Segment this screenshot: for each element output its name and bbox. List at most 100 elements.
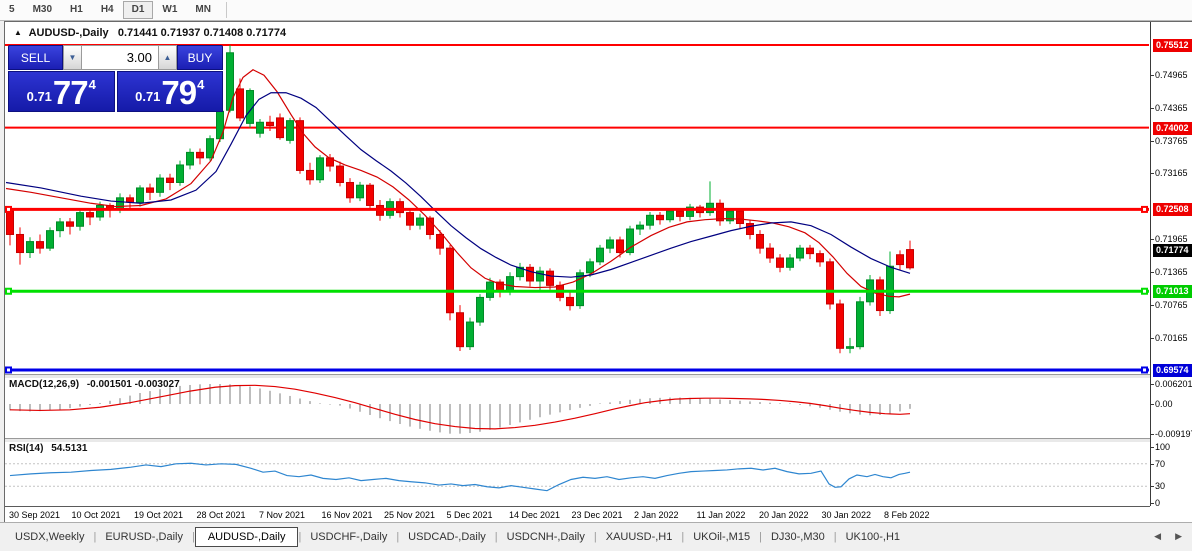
timeframe-button-d1[interactable]: D1 [122, 1, 154, 19]
tab-separator: | [298, 531, 302, 543]
macd-histogram-bar [489, 404, 491, 430]
chart-tab-xauusd-h1[interactable]: XAUUSD-,H1 [605, 531, 673, 543]
candle-body [686, 206, 694, 217]
sell-price-digits: 77 [52, 74, 89, 111]
candle-body [526, 266, 534, 282]
candle-body [786, 257, 794, 268]
chart-title: ▲ AUDUSD-,Daily 0.71441 0.71937 0.71408 … [14, 27, 286, 39]
macd-histogram-bar [499, 404, 501, 428]
macd-histogram-bar [139, 393, 141, 404]
candle-body [836, 303, 844, 349]
macd-histogram-bar [259, 388, 261, 404]
volume-decrease-button[interactable]: ▼ [63, 45, 82, 70]
candle-body [896, 254, 904, 266]
level-drag-handle-center [7, 289, 10, 293]
macd-histogram-bar [189, 384, 191, 404]
chart-tab-eurusd-daily[interactable]: EURUSD-,Daily [105, 531, 183, 543]
candle-body [276, 117, 284, 139]
sell-price-button[interactable]: 0.71 77 4 [8, 71, 115, 112]
timeframe-button-5[interactable]: 5 [9, 4, 15, 15]
macd-histogram-bar [799, 404, 801, 405]
macd-histogram-bar [459, 404, 461, 434]
candle-body [806, 247, 814, 255]
timeframe-button-h1[interactable]: H1 [70, 4, 83, 15]
axis-tick [1151, 173, 1154, 175]
collapse-triangle-icon[interactable]: ▲ [14, 28, 22, 37]
candle-body [16, 233, 24, 254]
date-label: 25 Nov 2021 [384, 510, 436, 520]
candle-body [536, 270, 544, 282]
chart-tab-usdx-weekly[interactable]: USDX,Weekly [15, 531, 85, 543]
price-tick-label: 0.71365 [1151, 266, 1188, 278]
chart-tab-uk100-h1[interactable]: UK100-,H1 [845, 531, 901, 543]
macd-histogram-bar [319, 403, 321, 404]
candle-body [176, 164, 184, 183]
candle-body [96, 204, 104, 218]
macd-histogram-bar [49, 404, 51, 411]
buy-button[interactable]: BUY [177, 45, 223, 70]
price-level-label-black: 0.71774 [1153, 243, 1192, 257]
candle-body [516, 266, 524, 278]
rsi-value: 54.5131 [51, 443, 88, 454]
candle-body [566, 296, 574, 307]
macd-histogram-bar [769, 402, 771, 404]
price-level-label-red: 0.74002 [1153, 121, 1192, 135]
macd-histogram-bar [149, 391, 151, 404]
macd-histogram-bar [199, 384, 201, 404]
sell-button[interactable]: SELL [8, 45, 63, 70]
macd-histogram-bar [849, 404, 851, 414]
chart-tab-usdcnh-daily[interactable]: USDCNH-,Daily [506, 531, 585, 543]
macd-histogram-bar [519, 404, 521, 423]
timeframe-button-m30[interactable]: M30 [32, 4, 53, 15]
chart-tab-dj30-m30[interactable]: DJ30-,M30 [770, 531, 825, 543]
axis-tick [1151, 383, 1154, 385]
macd-histogram-bar [509, 404, 511, 425]
price-level-label-green: 0.71013 [1153, 285, 1192, 299]
ma-fast-line [5, 69, 911, 298]
candle-body [716, 202, 724, 222]
candle-body [396, 201, 404, 214]
buy-price-button[interactable]: 0.71 79 4 [116, 71, 223, 112]
macd-histogram-bar [269, 390, 271, 404]
candle-body [86, 212, 94, 218]
macd-histogram-bar [229, 384, 231, 404]
candle-body [286, 120, 294, 141]
candle-body [746, 223, 754, 235]
tab-scroll-left-icon[interactable]: ◀ [1154, 531, 1162, 541]
price-axis[interactable]: 0.74965 0.74365 0.73765 0.73165 0.71965 0.713… [1150, 22, 1192, 508]
chart-tab-audusd-daily[interactable]: AUDUSD-,Daily [194, 527, 299, 547]
panel-splitter-macd[interactable] [5, 374, 1192, 379]
timeframe-button-h4[interactable]: H4 [100, 4, 114, 15]
volume-value: 3.00 [126, 50, 152, 65]
volume-input[interactable]: 3.00 [82, 45, 158, 70]
price-level-label-red: 0.75512 [1153, 39, 1192, 52]
candle-body [426, 217, 434, 235]
candle-body [446, 247, 454, 314]
candle-body [406, 212, 414, 226]
candle-body [186, 151, 194, 166]
time-axis[interactable]: 30 Sep 2021 10 Oct 2021 19 Oct 2021 28 Oct … [5, 507, 1192, 523]
rsi-line [9, 462, 911, 492]
candle-body [586, 261, 594, 274]
timeframe-button-mn[interactable]: MN [195, 4, 211, 15]
chart-tab-usdcad-daily[interactable]: USDCAD-,Daily [408, 531, 486, 543]
macd-histogram-bar [129, 395, 131, 404]
chart-tab-usdchf-daily[interactable]: USDCHF-,Daily [310, 531, 388, 543]
timeframe-button-w1[interactable]: W1 [162, 4, 178, 15]
volume-increase-button[interactable]: ▲ [158, 45, 177, 70]
panel-splitter-rsi[interactable] [5, 438, 1192, 443]
macd-histogram-bar [559, 404, 561, 413]
macd-values: -0.001501 -0.003027 [86, 379, 180, 390]
macd-histogram-bar [869, 404, 871, 416]
tab-separator: | [593, 531, 597, 543]
macd-label: MACD(12,26,9) -0.001501 -0.003027 [9, 379, 180, 390]
candle-body [66, 221, 74, 227]
macd-histogram-bar [469, 404, 471, 434]
candle-body [766, 247, 774, 259]
macd-histogram-bar [299, 398, 301, 404]
tab-scroll-arrows: ◀ ▶ [1154, 531, 1182, 542]
chart-tab-ukoil-m15[interactable]: UKOil-,M15 [693, 531, 751, 543]
date-label: 8 Feb 2022 [884, 510, 930, 520]
tab-scroll-right-icon[interactable]: ▶ [1175, 531, 1182, 541]
macd-histogram-bar [539, 404, 541, 418]
